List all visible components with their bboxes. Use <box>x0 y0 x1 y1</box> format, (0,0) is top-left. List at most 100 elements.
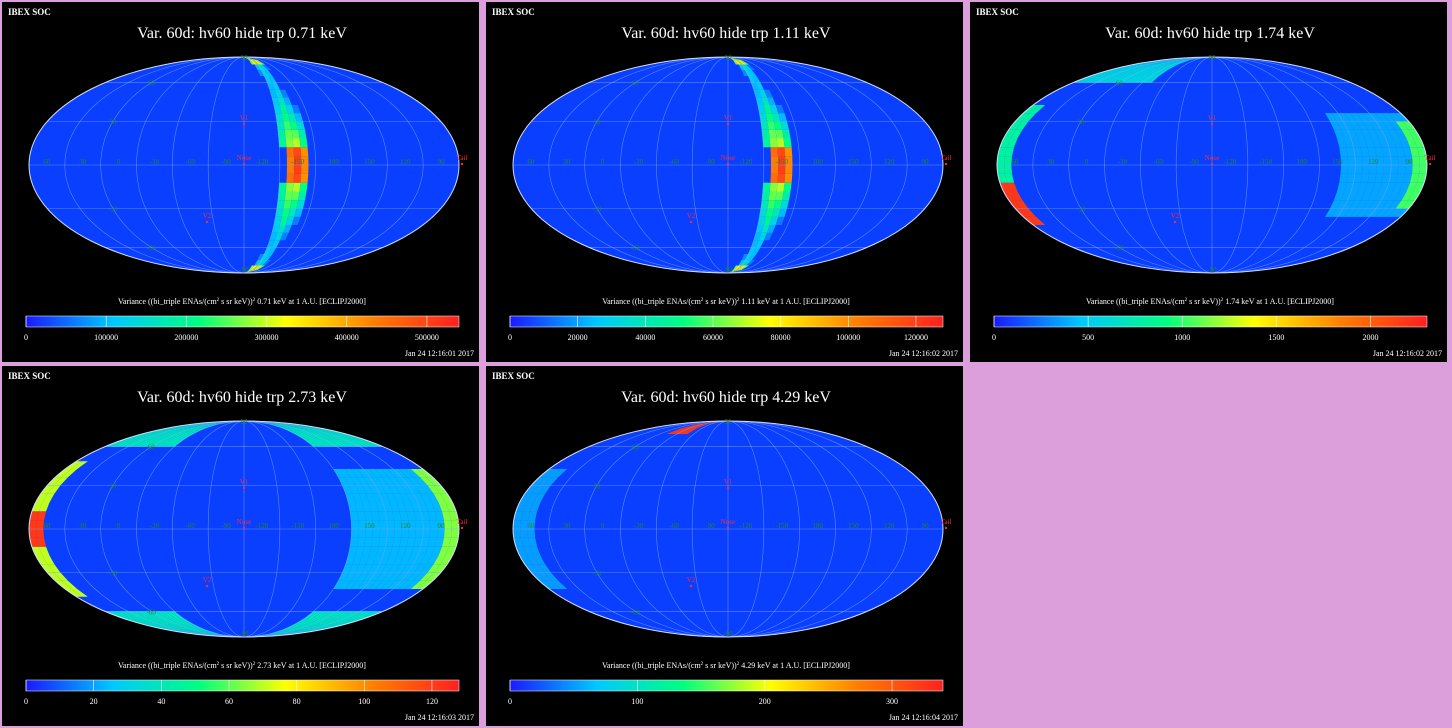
heat-cell <box>271 82 280 90</box>
heat-cell <box>1325 208 1337 217</box>
heat-cell <box>286 165 295 174</box>
lon-label: 120 <box>400 158 411 166</box>
heat-cell <box>1325 113 1337 122</box>
heat-cell <box>399 493 411 503</box>
heat-cell <box>775 104 785 114</box>
colorbar-tick-label: 20000 <box>568 333 588 342</box>
heat-cell <box>348 502 358 512</box>
marker-dot <box>242 122 246 126</box>
heat-cell <box>352 493 363 503</box>
heat-cell <box>1155 69 1168 77</box>
heat-cell <box>427 511 437 521</box>
heat-cell <box>1003 191 1016 201</box>
lon-label: -30 <box>634 158 644 166</box>
lon-label: 150 <box>1332 158 1343 166</box>
heat-cell <box>1406 182 1418 192</box>
marker-label: Tail <box>457 154 468 162</box>
heat-cell <box>1394 191 1407 201</box>
heat-cell <box>752 76 761 83</box>
heat-cell <box>291 428 309 434</box>
heat-cell <box>322 617 342 625</box>
heat-cell <box>284 191 293 201</box>
heat-cell <box>1123 76 1139 83</box>
heat-cell <box>362 502 372 512</box>
heat-cell <box>765 208 774 217</box>
heat-cell <box>123 611 143 618</box>
heat-cell <box>1128 76 1143 83</box>
heat-cell <box>333 580 345 590</box>
heat-cell <box>376 546 386 556</box>
heat-cell <box>146 440 163 447</box>
heat-cell <box>539 580 556 590</box>
heat-cell <box>104 440 127 447</box>
heat-cell <box>1402 200 1416 209</box>
heat-cell <box>167 423 198 429</box>
heat-cell <box>1413 138 1425 148</box>
heat-cell <box>137 440 155 447</box>
heat-cell <box>279 423 302 429</box>
heat-cell <box>734 265 742 271</box>
heat-cell <box>1114 76 1131 83</box>
heat-cell <box>170 617 187 625</box>
heat-cell <box>1374 147 1384 157</box>
heat-cell <box>522 502 534 512</box>
lon-label: 0 <box>117 522 121 530</box>
heat-cell <box>272 629 292 635</box>
heat-cell <box>670 428 686 434</box>
heat-cell <box>736 265 744 271</box>
heat-cell <box>183 629 208 635</box>
heat-cell <box>202 634 244 637</box>
heat-cell <box>291 129 300 139</box>
heat-cell <box>271 240 280 248</box>
heat-cell <box>761 129 770 139</box>
marker-label: V2 <box>1171 212 1180 220</box>
heat-cell <box>680 428 694 434</box>
heat-cell <box>434 537 444 547</box>
pole-label: -90 <box>1207 266 1217 274</box>
heat-cell <box>381 564 394 573</box>
heat-cell <box>53 572 69 581</box>
heat-cell <box>151 611 167 618</box>
heat-cell <box>997 156 1005 165</box>
lon-label: 180 <box>1296 158 1307 166</box>
heat-cell <box>351 520 359 529</box>
timestamp: Jan 24 12:16:04 2017 <box>889 713 958 722</box>
heat-cell <box>757 104 766 114</box>
heat-cell <box>394 485 407 494</box>
heat-cell <box>1389 200 1402 209</box>
lat-label: -30 <box>592 570 602 578</box>
heat-cell <box>406 537 416 547</box>
heat-cell <box>406 511 416 521</box>
lat-label: 30 <box>109 482 117 490</box>
sky-map-chart: IBEX SOC Var. 60d: hv60 hide trp 2.73 keV… <box>8 371 474 722</box>
heat-cell <box>396 546 407 556</box>
timestamp: Jan 24 12:16:03 2017 <box>405 713 474 722</box>
heat-cell <box>413 555 425 565</box>
heat-cell <box>1336 121 1348 130</box>
heat-cell <box>769 216 779 226</box>
heat-cell <box>680 423 700 429</box>
heat-cell <box>254 64 262 70</box>
heat-cell <box>199 629 218 635</box>
heat-cell <box>304 428 326 434</box>
heat-cell <box>333 611 351 618</box>
heat-cell <box>1381 129 1393 139</box>
heat-cell <box>399 555 411 565</box>
lat-label: -60 <box>147 244 157 252</box>
heat-cell <box>443 529 452 538</box>
heat-cell <box>1347 156 1356 165</box>
lon-label: 90 <box>438 522 446 530</box>
heat-cell <box>531 485 545 494</box>
pole-label: -90 <box>239 266 249 274</box>
lon-label: 90 <box>1406 158 1414 166</box>
heat-cell <box>438 546 450 556</box>
heat-cell <box>274 423 294 429</box>
map-outline <box>28 56 460 274</box>
heat-cell <box>38 546 50 556</box>
heat-cell <box>254 59 263 65</box>
heat-cell <box>1010 191 1023 201</box>
heat-cell <box>1178 57 1212 60</box>
lon-label: 120 <box>884 522 895 530</box>
heat-cell <box>530 502 541 512</box>
heat-cell <box>186 624 202 630</box>
